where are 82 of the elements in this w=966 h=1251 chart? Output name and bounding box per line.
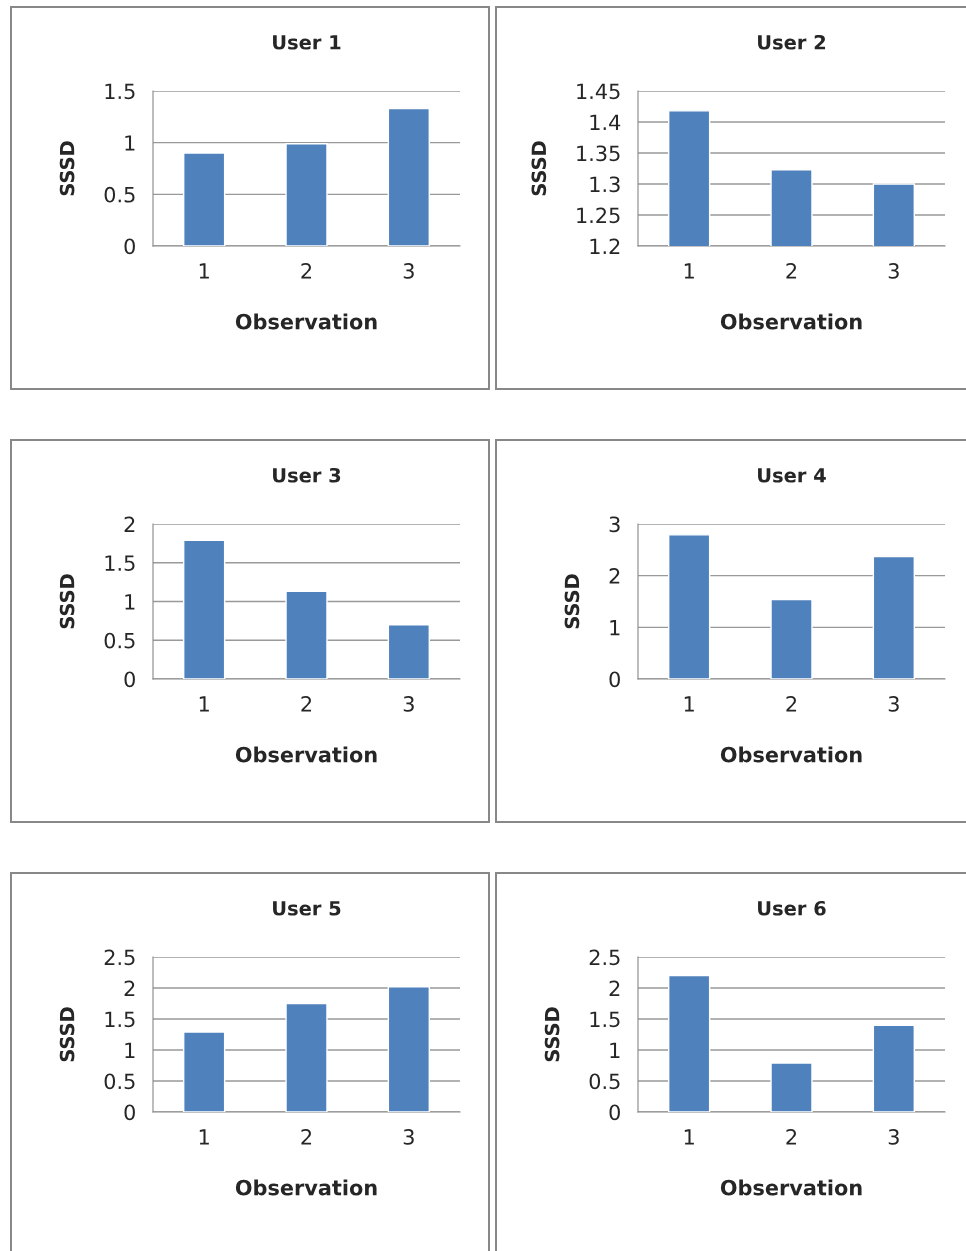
y-tick-label: 1.5 (105, 1011, 135, 1028)
x-tick-label: 1 (684, 696, 694, 712)
y-tick-label: 1.35 (577, 145, 620, 162)
y-tick-label: 2.5 (104, 949, 135, 966)
chart-title: User 2 (758, 34, 826, 50)
y-tick-label: 2 (609, 980, 620, 996)
bar (285, 143, 328, 246)
x-axis-title: Observation (720, 313, 862, 330)
y-axis-title: SSSD (59, 1007, 75, 1062)
y-tick-label: 1.45 (577, 83, 620, 100)
y-tick-label: 1.3 (590, 176, 620, 193)
y-tick-label: 0.5 (104, 1073, 135, 1090)
x-tick-label: 2 (301, 1129, 312, 1145)
y-axis-title: SSSD (564, 574, 580, 629)
y-tick-label: 1 (125, 135, 135, 151)
x-tick-label: 2 (786, 696, 797, 712)
bar (872, 555, 915, 679)
x-axis-title: Observation (235, 1179, 377, 1196)
x-tick-label: 1 (684, 263, 694, 279)
x-tick-label: 1 (199, 263, 209, 279)
chart-title: User 6 (758, 900, 826, 916)
x-axis-title: Observation (720, 1179, 862, 1196)
y-tick-label: 1.4 (590, 114, 621, 130)
y-tick-label: 1 (610, 1042, 620, 1058)
x-axis-title: Observation (720, 746, 862, 763)
bar (872, 1024, 915, 1112)
x-tick-label: 3 (403, 696, 414, 712)
y-tick-label: 0 (609, 671, 620, 688)
x-tick-label: 2 (301, 696, 312, 712)
y-tick-label: 0 (124, 671, 135, 688)
y-tick-label: 1 (125, 594, 135, 610)
y-axis-title: SSSD (59, 141, 75, 196)
y-tick-label: 0.5 (104, 186, 135, 203)
y-tick-label: 2 (124, 516, 135, 532)
chart-title: User 1 (273, 35, 341, 50)
chart-title: User 5 (273, 901, 341, 916)
y-tick-label: 0 (609, 1104, 620, 1121)
bar (285, 1002, 328, 1112)
y-tick-label: 0 (124, 238, 135, 255)
y-tick-label: 0.5 (589, 1073, 620, 1090)
y-tick-label: 2 (124, 980, 135, 996)
bar (387, 107, 430, 246)
y-tick-label: 0.5 (104, 632, 135, 649)
x-tick-label: 3 (403, 263, 414, 279)
bar (183, 152, 226, 246)
x-tick-label: 1 (684, 1129, 694, 1145)
bar (770, 598, 813, 679)
x-tick-label: 3 (888, 1129, 899, 1145)
y-tick-label: 1.25 (577, 207, 620, 224)
x-axis-title: Observation (235, 313, 377, 330)
x-tick-label: 2 (301, 263, 312, 279)
x-tick-label: 1 (199, 1129, 209, 1145)
bar (387, 986, 430, 1112)
x-tick-label: 2 (786, 263, 797, 279)
y-tick-label: 1.5 (590, 1011, 620, 1028)
bar (668, 974, 711, 1112)
bar (387, 624, 430, 679)
y-tick-label: 0 (124, 1104, 135, 1121)
x-tick-label: 3 (403, 1129, 414, 1145)
y-tick-label: 1.5 (105, 83, 135, 100)
y-tick-label: 1.5 (105, 555, 135, 571)
y-tick-label: 2 (609, 568, 620, 584)
bar (770, 1062, 813, 1112)
x-axis-title: Observation (235, 746, 377, 763)
y-axis-title: SSSD (531, 141, 547, 196)
x-tick-label: 1 (199, 696, 209, 712)
chart-title: User 4 (758, 468, 826, 483)
y-axis-title: SSSD (59, 574, 75, 629)
x-tick-label: 3 (888, 696, 899, 712)
bar (668, 534, 711, 679)
bar (285, 590, 328, 679)
bar (183, 1031, 226, 1112)
y-tick-label: 1.2 (590, 238, 620, 254)
x-tick-label: 3 (888, 263, 899, 279)
y-tick-label: 2.5 (589, 949, 620, 966)
y-axis-title: SSSD (544, 1007, 560, 1062)
y-tick-label: 1 (610, 620, 620, 636)
y-tick-label: 3 (609, 516, 620, 533)
bar (183, 539, 226, 679)
y-tick-label: 1 (125, 1042, 135, 1058)
chart-title: User 3 (273, 467, 341, 483)
x-tick-label: 2 (786, 1129, 797, 1145)
